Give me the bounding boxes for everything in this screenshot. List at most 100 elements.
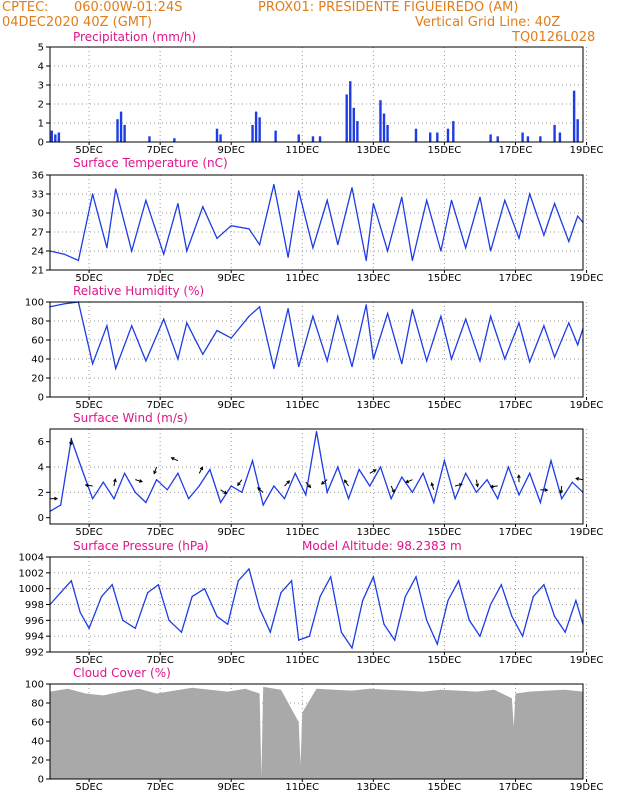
precip-ytick-2: 2 — [38, 100, 44, 111]
wind-arrow-head-46 — [544, 488, 549, 492]
wind-arrow-head-20 — [257, 487, 261, 491]
pres-xtick-17DEC: 17DEC — [499, 655, 533, 666]
rh-point-31 — [465, 318, 467, 320]
rh-point-11 — [202, 353, 204, 355]
wind-point-12 — [177, 472, 179, 474]
wind-arrow-shaft-16 — [220, 489, 227, 494]
wind-arrow-shaft-50 — [576, 477, 584, 481]
pres-title: Surface Pressure (hPa) — [73, 539, 209, 553]
wind-xtick-5DEC: 5DEC — [75, 527, 102, 538]
pres-ytick-1002: 1002 — [19, 568, 44, 579]
pres-point-21 — [280, 592, 282, 594]
temp-point-38 — [553, 202, 556, 205]
header-date: 04DEC2020 40Z (GMT) — [2, 15, 153, 30]
wind-arrow-shaft-32 — [390, 485, 395, 493]
temp-point-16 — [273, 183, 275, 186]
wind-point-38 — [454, 498, 456, 500]
wind-xtick-7DEC: 7DEC — [146, 527, 173, 538]
wind-point-31 — [379, 466, 382, 468]
precip-bar-0 — [50, 130, 53, 142]
temp-point-13 — [230, 225, 232, 227]
wind-point-22 — [283, 498, 286, 500]
temp-xtick-19DEC: 19DEC — [570, 273, 604, 284]
rh-point-29 — [440, 315, 442, 317]
precip-bar-1 — [54, 134, 57, 142]
temp-point-24 — [372, 202, 374, 205]
pres-ytick-996: 996 — [25, 616, 44, 627]
pres-point-33 — [404, 595, 406, 598]
pres-point-11 — [168, 619, 170, 621]
rh-xtick-7DEC: 7DEC — [146, 400, 173, 411]
temp-point-2 — [77, 259, 80, 262]
precip-xtick-5DEC: 5DEC — [75, 145, 102, 156]
temp-point-33 — [490, 250, 492, 252]
temp-point-10 — [186, 250, 188, 252]
rh-point-39 — [568, 322, 570, 324]
rh-point-27 — [411, 309, 414, 311]
pres-point-20 — [269, 631, 271, 633]
wind-ytick-0: 0 — [38, 513, 44, 524]
wind-arrow-head-0 — [54, 496, 59, 501]
pres-point-6 — [111, 584, 113, 586]
pres-point-15 — [216, 615, 218, 617]
wind-arrow-shaft-6 — [113, 479, 116, 487]
wind-point-26 — [326, 491, 328, 493]
wind-point-48 — [561, 498, 563, 500]
precip-bar-34 — [553, 124, 556, 142]
wind-xtick-15DEC: 15DEC — [428, 527, 462, 538]
precip-bar-12 — [258, 117, 261, 142]
rh-point-15 — [259, 306, 261, 308]
wind-arrow-shaft-48 — [560, 485, 563, 494]
pres-point-45 — [532, 595, 534, 598]
wind-point-40 — [475, 491, 477, 493]
wind-arrow-head-42 — [489, 484, 494, 489]
cloud-ytick-60: 60 — [31, 718, 44, 729]
temp-point-18 — [298, 190, 300, 192]
pres-series-line — [49, 567, 584, 650]
temp-point-29 — [440, 250, 442, 252]
rh-ytick-60: 60 — [31, 336, 44, 347]
temp-point-19 — [312, 247, 314, 249]
pres-point-37 — [447, 599, 449, 602]
precip-bar-16 — [318, 136, 322, 142]
wind-point-16 — [219, 501, 222, 504]
wind-point-32 — [390, 498, 392, 500]
wind-arrow-head-10 — [153, 470, 157, 475]
wind-arrow-shaft-10 — [153, 466, 158, 474]
wind-arrow-shaft-28 — [344, 479, 349, 487]
wind-arrow-head-8 — [138, 479, 144, 483]
wind-arrow-shaft-36 — [431, 482, 435, 490]
precip-xtick-11DEC: 11DEC — [285, 145, 319, 156]
cloud-ytick-100: 100 — [25, 680, 44, 691]
wind-xtick-11DEC: 11DEC — [285, 527, 319, 538]
precip-bar-5 — [123, 124, 126, 142]
wind-xtick-13DEC: 13DEC — [356, 527, 390, 538]
wind-arrow-head-18 — [237, 482, 241, 487]
pres-point-38 — [458, 580, 460, 582]
wind-arrow-shaft-22 — [284, 480, 290, 487]
rh-point-14 — [248, 315, 250, 317]
wind-point-21 — [273, 485, 275, 487]
precip-ytick-4: 4 — [38, 62, 44, 73]
wind-point-44 — [518, 494, 520, 496]
wind-point-11 — [166, 489, 168, 491]
rh-point-10 — [186, 322, 188, 324]
precip-ytick-5: 5 — [38, 43, 44, 54]
temp-point-7 — [145, 199, 147, 201]
pres-xtick-5DEC: 5DEC — [75, 655, 102, 666]
pres-point-36 — [436, 643, 438, 645]
rh-xtick-11DEC: 11DEC — [285, 400, 319, 411]
temp-point-23 — [365, 259, 367, 262]
wind-point-1 — [60, 504, 62, 506]
precip-ytick-1: 1 — [38, 119, 44, 130]
pres-point-29 — [362, 599, 364, 602]
wind-arrow-head-36 — [430, 482, 435, 487]
wind-arrow-head-24 — [307, 484, 312, 489]
rh-xtick-19DEC: 19DEC — [570, 400, 604, 411]
pres-point-25 — [319, 595, 321, 598]
cloud-frame — [49, 683, 584, 780]
rh-point-24 — [372, 358, 374, 360]
cloud-ytick-80: 80 — [31, 699, 44, 710]
rh-point-3 — [92, 363, 94, 365]
pres-point-39 — [468, 619, 470, 621]
